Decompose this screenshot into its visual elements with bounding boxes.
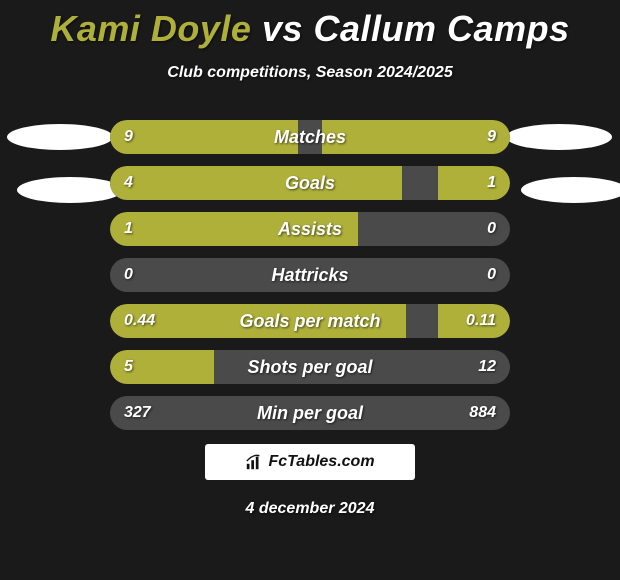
vs-text: vs: [262, 8, 303, 49]
stat-label: Goals per match: [110, 304, 510, 338]
stat-value-right: 9: [487, 120, 496, 154]
stats-container: 9Matches94Goals11Assists00Hattricks00.44…: [110, 120, 510, 442]
stat-label: Min per goal: [110, 396, 510, 430]
logo-text: FcTables.com: [268, 453, 374, 471]
stat-label: Assists: [110, 212, 510, 246]
stat-value-right: 0: [487, 258, 496, 292]
decorative-ellipse: [7, 124, 113, 150]
player1-name: Kami Doyle: [50, 8, 251, 49]
stat-value-right: 1: [487, 166, 496, 200]
decorative-ellipse: [17, 177, 123, 203]
stat-row: 327Min per goal884: [110, 396, 510, 430]
stat-value-right: 0: [487, 212, 496, 246]
stat-value-right: 884: [469, 396, 496, 430]
stat-label: Goals: [110, 166, 510, 200]
stat-row: 0.44Goals per match0.11: [110, 304, 510, 338]
stat-label: Hattricks: [110, 258, 510, 292]
stat-row: 1Assists0: [110, 212, 510, 246]
stat-row: 0Hattricks0: [110, 258, 510, 292]
decorative-ellipse: [521, 177, 620, 203]
subtitle: Club competitions, Season 2024/2025: [0, 64, 620, 82]
decorative-ellipse: [506, 124, 612, 150]
stat-value-right: 12: [478, 350, 496, 384]
player2-name: Callum Camps: [314, 8, 570, 49]
stat-value-right: 0.11: [466, 304, 496, 338]
fctables-logo: FcTables.com: [205, 444, 415, 480]
stat-label: Matches: [110, 120, 510, 154]
stat-row: 9Matches9: [110, 120, 510, 154]
comparison-title: Kami Doyle vs Callum Camps: [0, 0, 620, 50]
stat-label: Shots per goal: [110, 350, 510, 384]
stats-bars-icon: [245, 453, 263, 471]
stat-row: 5Shots per goal12: [110, 350, 510, 384]
date-text: 4 december 2024: [0, 500, 620, 518]
stat-row: 4Goals1: [110, 166, 510, 200]
